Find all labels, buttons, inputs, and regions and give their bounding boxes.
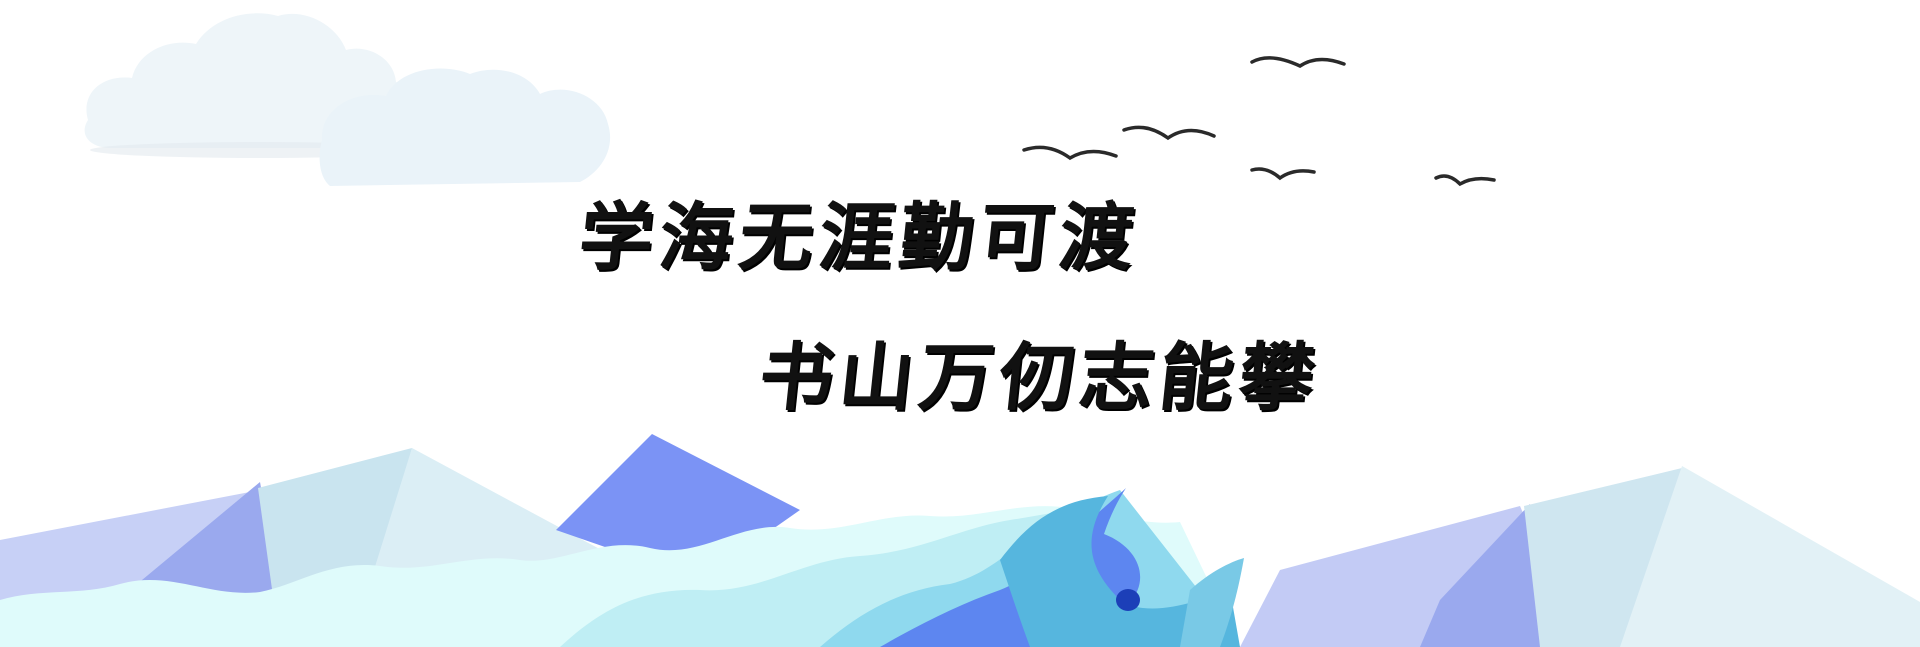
bird-icon (1022, 145, 1118, 161)
wave-icon (0, 488, 1244, 647)
cloud-icon (319, 68, 611, 186)
slogan-line-1: 学海无涯勤可渡 (574, 195, 1144, 281)
bird-icon (1250, 167, 1316, 181)
slogan-line-2: 书山万仞志能攀 (754, 335, 1324, 421)
bird-icon (1250, 56, 1346, 69)
bird-icon (1122, 125, 1216, 141)
bird-icon (1434, 174, 1496, 187)
